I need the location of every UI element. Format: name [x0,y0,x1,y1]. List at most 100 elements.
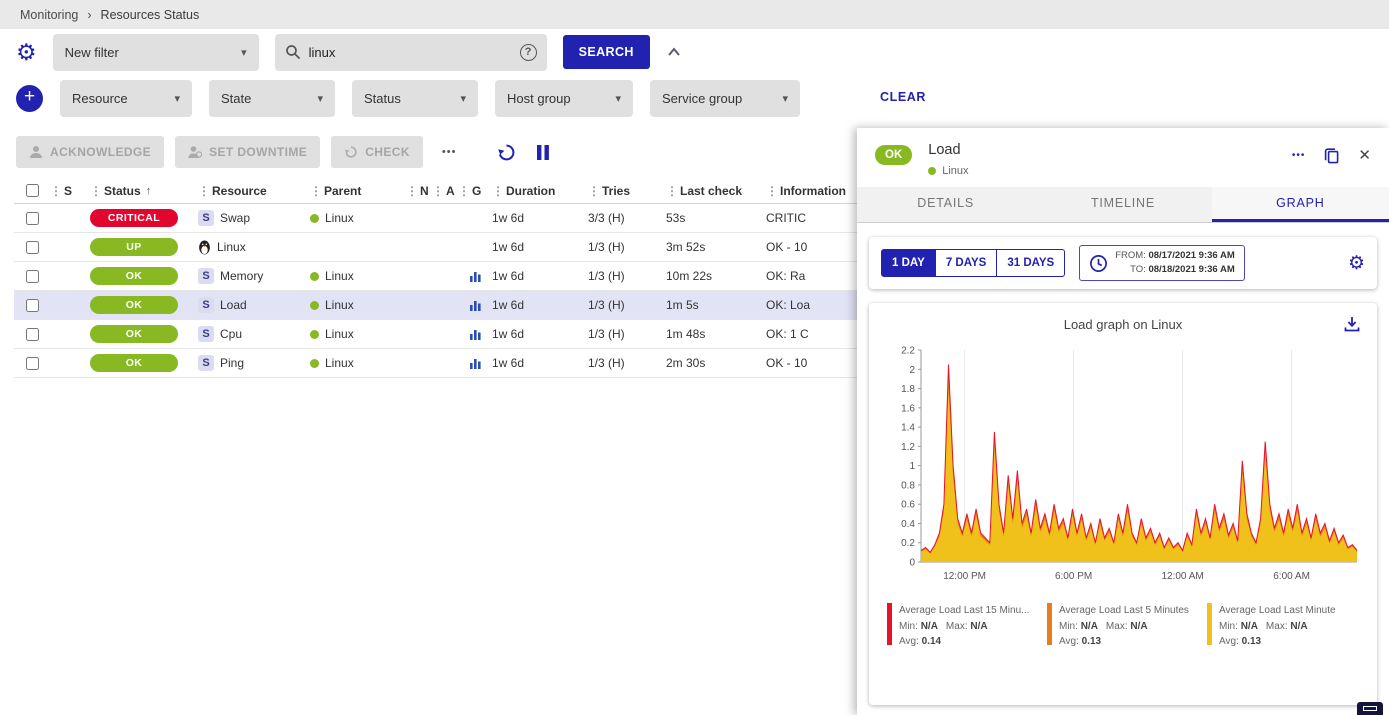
column-drag-handle-icon[interactable]: ⋮ [406,183,418,198]
service-icon: S [198,326,214,342]
criteria-host-group-label: Host group [507,90,571,106]
svg-text:1.4: 1.4 [901,423,915,434]
column-header-information[interactable]: ⋮ Information [766,183,846,198]
criteria-state-select[interactable]: State ▾ [209,79,335,117]
criteria-service-group-select[interactable]: Service group ▾ [650,79,800,117]
criteria-resource-select[interactable]: Resource ▾ [60,79,192,117]
column-drag-handle-icon[interactable]: ⋮ [588,183,600,198]
clear-filters-button[interactable]: CLEAR [880,90,927,104]
copy-link-icon[interactable] [1323,146,1340,164]
range-1-day-button[interactable]: 1 DAY [881,249,936,277]
range-7-days-button[interactable]: 7 DAYS [934,249,998,277]
check-button[interactable]: CHECK [331,136,423,168]
column-header-resource[interactable]: ⋮ Resource [198,183,267,198]
panel-header: OK Load Linux ••• ✕ [857,128,1389,187]
legend-item-load-5min[interactable]: Average Load Last 5 Minutes Min: N/A Max:… [1047,603,1199,650]
status-badge: OK [90,354,178,372]
panel-more-actions-button[interactable]: ••• [1291,149,1306,161]
range-31-days-button[interactable]: 31 DAYS [996,249,1066,277]
to-label: TO: [1130,264,1146,275]
table-row-cpu[interactable]: OK S Cpu Linux 1w 6d 1/3 (H) 1m 48s OK: 1… [14,320,857,349]
column-header-last-check[interactable]: ⋮ Last check [666,183,743,198]
column-header-status[interactable]: ⋮ Status ↑ [90,183,152,198]
tab-details[interactable]: DETAILS [917,196,975,210]
corner-widget-icon[interactable] [1357,702,1383,715]
information-cell: CRITIC [766,211,806,225]
search-button[interactable]: SEARCH [562,35,650,69]
more-actions-button[interactable]: ••• [433,138,465,166]
resource-name: Ping [220,356,245,370]
saved-filter-select[interactable]: New filter ▾ [52,33,259,71]
column-header-duration[interactable]: ⋮ Duration [492,183,556,198]
column-header-tries[interactable]: ⋮ Tries [588,183,631,198]
row-checkbox[interactable] [25,327,39,341]
tries-cell: 1/3 (H) [588,298,625,312]
graph-icon[interactable] [469,357,482,370]
tab-graph[interactable]: GRAPH [1211,187,1389,222]
service-icon: S [198,355,214,371]
criteria-status-select[interactable]: Status ▾ [352,79,478,117]
search-help-icon[interactable]: ? [519,43,537,61]
graph-card: Load graph on Linux 12:00 PM 6:00 PM 12:00… [869,303,1377,705]
from-value: 08/17/2021 9:36 AM [1148,249,1235,261]
status-badge: OK [90,267,178,285]
close-panel-icon[interactable]: ✕ [1358,147,1371,164]
set-downtime-button[interactable]: SET DOWNTIME [175,136,321,168]
column-drag-handle-icon[interactable]: ⋮ [50,183,62,198]
status-badge: CRITICAL [90,209,178,227]
duration-cell: 1w 6d [492,240,525,254]
table-row-swap[interactable]: CRITICAL S Swap Linux 1w 6d 3/3 (H) 53s C… [14,204,857,233]
column-drag-handle-icon[interactable]: ⋮ [90,183,102,198]
downtime-person-icon [188,146,203,158]
column-drag-handle-icon[interactable]: ⋮ [666,183,678,198]
search-box[interactable]: ? [274,33,547,71]
table-row-linux-host[interactable]: UP Linux 1w 6d 1/3 (H) 3m 52s OK - 10 [14,233,857,262]
column-header-parent[interactable]: ⋮ Parent [310,183,362,198]
row-checkbox[interactable] [25,298,39,312]
column-drag-handle-icon[interactable]: ⋮ [432,183,444,198]
filter-settings-gear-icon[interactable]: ⚙ [16,38,37,65]
table-row-ping[interactable]: OK S Ping Linux 1w 6d 1/3 (H) 2m 30s OK -… [14,349,857,378]
graph-icon[interactable] [469,270,482,283]
column-drag-handle-icon[interactable]: ⋮ [198,183,210,198]
graph-settings-gear-icon[interactable]: ⚙ [1347,252,1365,274]
row-checkbox[interactable] [25,240,39,254]
column-header-graph[interactable]: ⋮ G [458,183,482,198]
parent-name: Linux [325,356,354,370]
saved-filter-value: New filter [64,44,119,60]
export-graph-button[interactable] [1343,315,1361,336]
row-checkbox[interactable] [25,269,39,283]
refresh-button[interactable] [497,143,516,162]
select-all-checkbox[interactable] [25,184,39,197]
service-icon: S [198,297,214,313]
column-header-action[interactable]: ⋮ A [432,183,455,198]
column-drag-handle-icon[interactable]: ⋮ [310,183,322,198]
criteria-host-group-select[interactable]: Host group ▾ [495,79,633,117]
column-header-severity[interactable]: ⋮ S [50,183,73,198]
search-input[interactable] [308,44,512,60]
breadcrumb-separator-icon: › [87,7,92,22]
legend-item-load-1min[interactable]: Average Load Last Minute Min: N/A Max: N/… [1207,603,1359,650]
tab-timeline[interactable]: TIMELINE [1090,196,1156,210]
breadcrumb-resources-status[interactable]: Resources Status [100,7,200,22]
legend-item-load-15min[interactable]: Average Load Last 15 Minu... Min: N/A Max… [887,603,1039,650]
breadcrumb-monitoring[interactable]: Monitoring [20,7,79,22]
table-row-load[interactable]: OK S Load Linux 1w 6d 1/3 (H) 1m 5s OK: L… [14,291,857,320]
row-checkbox[interactable] [25,356,39,370]
custom-date-range-picker[interactable]: FROM: 08/17/2021 9:36 AM TO: 08/18/2021 … [1079,245,1245,281]
add-criteria-button[interactable]: + [16,84,43,112]
row-checkbox[interactable] [25,211,39,225]
collapse-filters-chevron-up-icon[interactable] [666,46,682,58]
table-row-memory[interactable]: OK S Memory Linux 1w 6d 1/3 (H) 10m 22s O… [14,262,857,291]
last-check-cell: 53s [666,211,686,225]
graph-icon[interactable] [469,328,482,341]
graph-icon[interactable] [469,299,482,312]
column-drag-handle-icon[interactable]: ⋮ [492,183,504,198]
acknowledge-button[interactable]: ACKNOWLEDGE [16,136,165,168]
load-chart[interactable]: 12:00 PM 6:00 PM 12:00 AM 6:00 AM 0 0.2 0.4 0.6… [877,342,1369,599]
pause-refresh-button[interactable] [535,144,551,161]
column-drag-handle-icon[interactable]: ⋮ [766,183,778,198]
tries-cell: 1/3 (H) [588,240,625,254]
column-drag-handle-icon[interactable]: ⋮ [458,183,470,198]
column-header-notes[interactable]: ⋮ N [406,183,429,198]
